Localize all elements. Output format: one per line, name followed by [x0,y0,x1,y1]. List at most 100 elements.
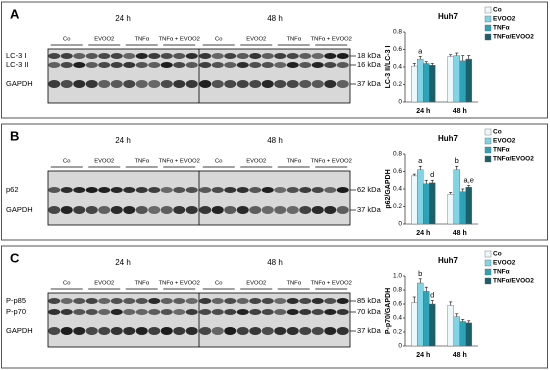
marker-label: 85 kDa [357,296,382,305]
band [48,187,61,193]
significance-label: b [455,156,459,165]
group-label: Co [215,37,222,43]
group-label: EVOO2 [246,37,266,43]
panel-frame [1,1,548,119]
y-tick-label: 0.8 [393,151,402,158]
band [274,309,287,315]
x-tick-label: 24 h [416,230,430,237]
group-label: TNFα + EVOO2 [159,159,200,165]
band [199,327,212,335]
group-label: EVOO2 [246,159,266,165]
band [73,206,86,214]
band [98,80,111,88]
band [336,62,349,68]
band [110,327,123,335]
band [135,309,148,315]
legend-label: Co [493,251,502,258]
panel-letter: C [10,250,20,265]
band [249,62,262,68]
band [199,80,212,88]
band [199,187,212,193]
time-label: 24 h [115,14,131,23]
group-label: Co [63,281,70,287]
band [148,206,161,214]
band [60,206,73,214]
legend-label: Co [493,7,502,14]
bar [423,291,430,347]
legend-label: TNFα [493,269,510,276]
panel-frame [1,123,548,241]
y-tick-label: 0 [398,343,402,350]
group-label: EVOO2 [94,159,114,165]
band [211,298,224,304]
band [274,206,287,214]
band [148,327,161,335]
bar [465,187,472,225]
chart-title: Huh7 [438,134,459,143]
band-label: GAPDH [6,79,33,88]
band [236,53,249,59]
band [311,62,324,68]
significance-label: a [418,46,423,55]
band [199,53,212,59]
band [274,80,287,88]
group-label: Co [215,159,222,165]
time-label: 48 h [267,14,283,23]
band [135,80,148,88]
x-tick-label: 48 h [453,352,467,359]
bar [459,60,466,103]
band [85,62,98,68]
band [211,206,224,214]
band [85,298,98,304]
legend-label: Co [493,129,502,136]
band [211,53,224,59]
band [224,187,237,193]
band [236,187,249,193]
band [48,80,61,88]
band [48,53,61,59]
band [123,62,136,68]
y-tick-label: 0.6 [393,46,402,53]
band [185,327,198,335]
bar [429,182,436,225]
band [173,298,186,304]
chart-title: Huh7 [438,12,459,21]
band [60,80,73,88]
band [236,62,249,68]
band [123,187,136,193]
band [336,298,349,304]
band [160,206,173,214]
y-axis-label: p62/GAPDH [385,169,392,208]
band [148,187,161,193]
legend-label: EVOO2 [493,260,516,267]
band [261,206,274,214]
legend-label: TNFα [493,25,510,32]
band [160,327,173,335]
band [185,187,198,193]
band [286,80,299,88]
band [249,327,262,335]
legend-label: EVOO2 [493,138,516,145]
bar [417,282,424,347]
band [274,298,287,304]
band [286,187,299,193]
band [73,62,86,68]
band [199,298,212,304]
group-label: TNFα + EVOO2 [159,281,200,287]
band [135,187,148,193]
group-label: TNFα + EVOO2 [311,37,352,43]
bar [447,194,454,225]
time-label: 24 h [115,136,131,145]
band [60,53,73,59]
y-tick-label: 0 [398,221,402,228]
band [199,62,212,68]
band [185,309,198,315]
band [249,309,262,315]
band [123,327,136,335]
band [173,53,186,59]
group-label: TNFα [134,37,149,43]
band [98,206,111,214]
band [236,80,249,88]
bar [411,175,418,225]
band [249,53,262,59]
